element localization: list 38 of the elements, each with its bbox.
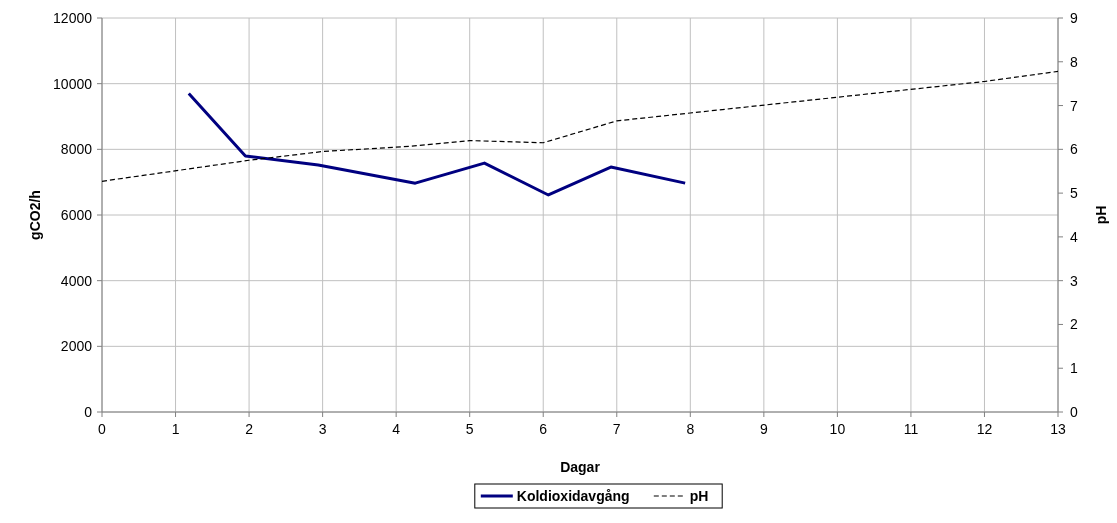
line-series [101,70,1059,182]
x-tick-label: 2 [245,421,254,437]
y2-tick-label: 8 [1070,53,1078,70]
y-tick-label: 2000 [60,338,93,355]
x-axis-title: Dagar [560,459,601,475]
x-tick-label: 1 [171,421,180,437]
x-tick-label: 0 [98,421,107,437]
y-axis-title: gCO2/h [27,190,43,240]
y2-tick-label: 7 [1070,97,1078,114]
y2-axis-title: pH [1093,205,1109,225]
y-tick-label: 0 [84,404,93,420]
y-tick-label: 8000 [60,141,93,158]
legend-label: Koldioxidavgång [516,488,630,504]
y2-tick-label: 9 [1070,10,1078,26]
legend-label: pH [689,488,709,504]
x-tick-label: 5 [465,421,474,437]
y-tick-label: 10000 [53,75,93,92]
y2-tick-label: 2 [1070,316,1078,333]
y2-tick-label: 3 [1070,272,1078,289]
x-tick-label: 4 [392,421,401,437]
line-series [187,92,687,197]
x-tick-label: 9 [759,421,768,437]
x-tick-label: 8 [686,421,695,437]
y2-tick-label: 5 [1070,185,1078,202]
y2-tick-label: 1 [1070,360,1078,377]
x-tick-label: 13 [1050,421,1066,437]
x-tick-label: 12 [976,421,993,437]
x-tick-label: 10 [829,421,846,437]
y2-tick-label: 0 [1070,404,1078,420]
x-tick-label: 6 [539,421,548,437]
y-tick-label: 6000 [60,207,93,223]
y-tick-label: 12000 [53,10,93,26]
x-tick-label: 7 [612,421,621,437]
x-tick-label: 3 [318,421,327,437]
y2-tick-label: 4 [1070,228,1078,245]
y-tick-label: 4000 [60,272,93,289]
y2-tick-label: 6 [1070,141,1078,158]
x-tick-label: 11 [903,421,919,437]
